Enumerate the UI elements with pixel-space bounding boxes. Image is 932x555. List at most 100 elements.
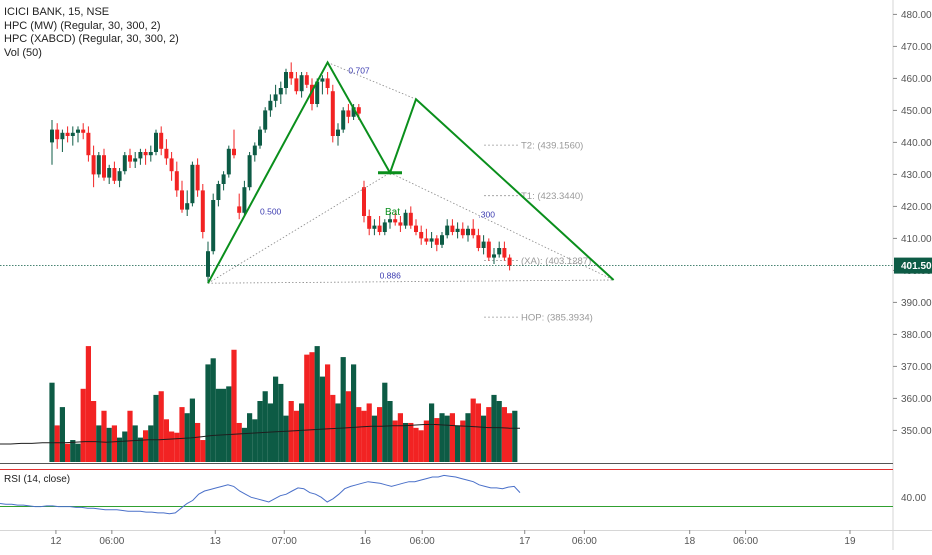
volume-bar (392, 420, 398, 462)
rsi-legend: RSI (14, close) (4, 474, 70, 485)
candle (382, 219, 387, 236)
candle (102, 148, 106, 181)
volume-bar (163, 419, 169, 462)
indicator-hpc-xabcd: HPC (XABCD) (Regular, 30, 300, 2) (4, 33, 179, 45)
volume-bar (293, 410, 299, 462)
candle-body (273, 94, 278, 101)
volume-bar (54, 425, 60, 462)
candle-body (159, 132, 164, 149)
candle (346, 104, 351, 124)
volume-bar (335, 403, 341, 462)
pattern-ratio-label: 0.500 (260, 206, 282, 216)
candle-body (50, 129, 54, 143)
candle-body (76, 129, 80, 133)
candle-body (419, 232, 424, 239)
candle (476, 228, 481, 252)
volume-bar (85, 346, 91, 462)
candle-body (408, 212, 413, 226)
volume-bar (91, 401, 97, 462)
candle (263, 107, 268, 133)
price-tick-label: 460.00 (901, 74, 932, 85)
candle-body (450, 225, 455, 232)
volume-bar (319, 376, 325, 462)
candle (492, 248, 496, 264)
candle-body (507, 257, 512, 266)
candle-body (330, 91, 335, 136)
candle-body (445, 225, 450, 236)
candle-body (195, 164, 200, 191)
candle-body (460, 228, 465, 236)
candle-body (440, 235, 444, 245)
volume-bar (434, 418, 440, 462)
volume-bar (288, 401, 294, 462)
time-tick-label: 06:00 (410, 536, 435, 547)
candle (341, 107, 346, 133)
last-price-tag (894, 257, 932, 274)
candle-body (341, 110, 346, 130)
candle-body (226, 148, 231, 175)
volume-bar (439, 413, 445, 462)
volume-ma-line (0, 424, 520, 445)
candle (252, 142, 257, 162)
volume-bar (366, 403, 372, 462)
candle-body (190, 164, 195, 204)
volume-bar (75, 443, 81, 462)
candle (122, 152, 127, 175)
chart-legend: ICICI BANK, 15, NSE HPC (MW) (Regular, 3… (4, 6, 179, 60)
candle (336, 123, 340, 146)
symbol-title: ICICI BANK, 15, NSE (4, 6, 110, 18)
price-tick-label: 470.00 (901, 42, 932, 53)
volume-bar (512, 410, 518, 462)
volume-bar (127, 410, 133, 462)
pattern-ratio-label: 0.707 (348, 66, 370, 76)
candle-body (148, 152, 153, 156)
candle (143, 148, 148, 165)
candle-body (206, 251, 210, 277)
indicator-volume: Vol (50) (4, 46, 42, 59)
price-tick-label: 420.00 (901, 202, 932, 213)
time-tick-label: 16 (360, 536, 372, 547)
time-tick-label: 06:00 (733, 536, 758, 547)
volume-bar (184, 413, 190, 462)
candle (440, 232, 444, 248)
candle (460, 222, 465, 239)
volume-bar (59, 407, 65, 462)
candle (408, 206, 413, 229)
candle-body (289, 72, 294, 79)
price-tick-label: 410.00 (901, 234, 932, 245)
candle-body (247, 155, 252, 188)
candle-body (65, 132, 70, 136)
candle (164, 139, 169, 165)
candle-body (180, 190, 184, 210)
candle-body (252, 145, 257, 156)
price-tick-label: 390.00 (901, 298, 932, 309)
volume-bar (486, 407, 492, 462)
candle-body (174, 171, 179, 191)
candle (294, 72, 299, 95)
volume-bar (132, 425, 138, 462)
candle (107, 164, 112, 184)
candle-body (237, 206, 242, 213)
volume-bar (429, 403, 435, 462)
candle-body (55, 129, 60, 140)
volume-bar (340, 357, 346, 462)
candle (388, 212, 392, 229)
volume-bar (475, 403, 481, 462)
price-tick-label: 380.00 (901, 330, 932, 341)
volume-bar (444, 415, 450, 462)
volume-bar (189, 398, 195, 462)
volume-bar (247, 413, 253, 462)
pattern-label: Bat (385, 207, 400, 218)
candle (221, 171, 226, 191)
candle (96, 152, 101, 178)
volume-bar (481, 415, 487, 462)
candle (445, 219, 450, 239)
volume-bar (158, 391, 164, 462)
candle-body (70, 132, 75, 136)
volume-bar (491, 394, 497, 462)
candle-body (117, 171, 122, 181)
pattern-xb-line (207, 172, 391, 284)
volume-bar (49, 382, 55, 462)
